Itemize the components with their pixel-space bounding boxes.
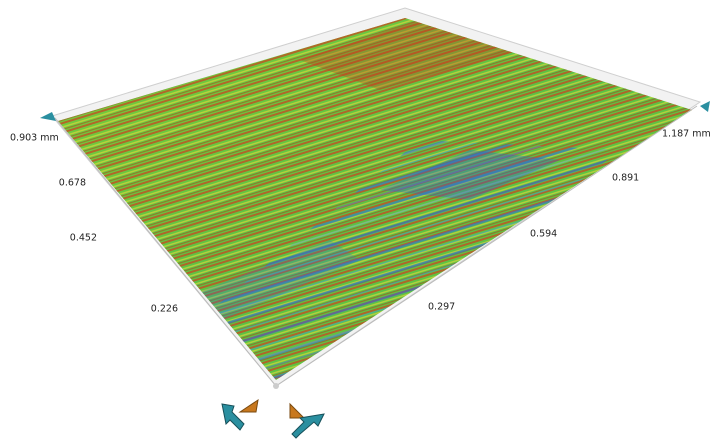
- left-axis: [54, 117, 277, 387]
- axis-label: 0.903 mm: [10, 133, 59, 144]
- axis-label: 0.678: [59, 178, 86, 189]
- axis-label: 0.297: [428, 302, 455, 313]
- axis-label: 0.452: [70, 233, 97, 244]
- pan-left[interactable]: [221, 403, 245, 431]
- axis-label: 0.226: [151, 304, 178, 315]
- axis-label: 0.891: [612, 173, 639, 184]
- rotate-right[interactable]: [289, 402, 306, 419]
- right-axis: [275, 105, 698, 387]
- pan-right[interactable]: [291, 413, 325, 439]
- axis-handle: [700, 101, 710, 112]
- axis-label: 0.594: [530, 229, 557, 240]
- axis-label: 1.187 mm: [662, 129, 711, 140]
- rotate-left[interactable]: [238, 398, 259, 413]
- origin: [273, 383, 279, 389]
- axis-handle: [40, 112, 56, 121]
